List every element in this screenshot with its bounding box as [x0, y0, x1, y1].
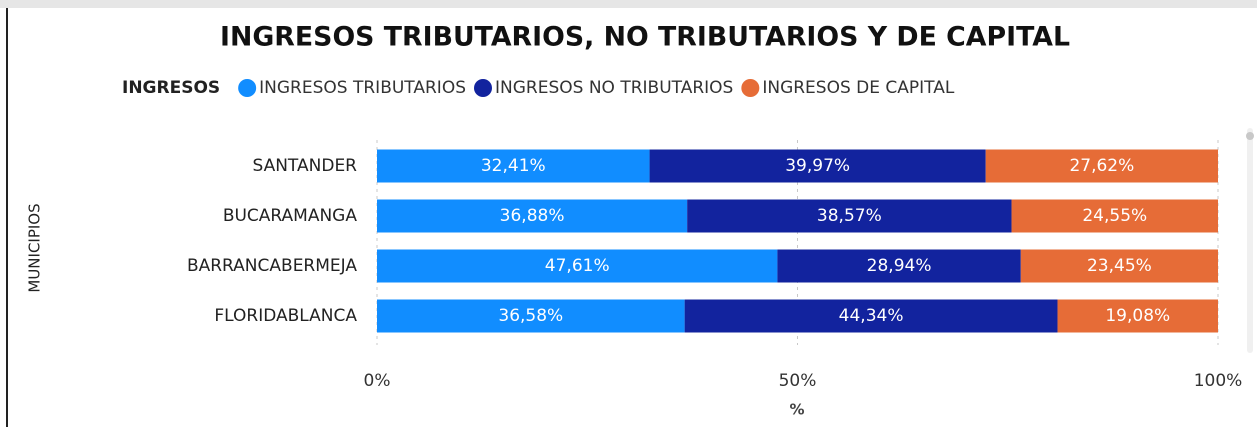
legend: INGRESOS INGRESOS TRIBUTARIOS INGRESOS NO … — [122, 78, 955, 98]
bar-segment — [377, 149, 650, 183]
x-tick-label: 50% — [779, 371, 817, 391]
legend-swatch — [741, 79, 760, 97]
x-axis-label: % — [789, 401, 804, 419]
bar-segment — [1057, 299, 1218, 333]
bar-segment — [1011, 199, 1218, 233]
bar-segment — [377, 199, 688, 233]
legend-label: INGRESOS TRIBUTARIOS — [259, 78, 466, 98]
y-tick-label: BARRANCABERMEJA — [187, 256, 357, 276]
data-label: 32,41% — [481, 156, 546, 176]
y-tick-label: SANTANDER — [252, 156, 357, 176]
y-axis-label: MUNICIPIOS — [26, 203, 44, 292]
data-label: 28,94% — [867, 256, 932, 276]
y-tick-label: BUCARAMANGA — [223, 206, 358, 226]
legend-label: INGRESOS DE CAPITAL — [762, 78, 955, 98]
bar-segment — [649, 149, 986, 183]
legend-swatch — [474, 79, 492, 97]
scrollbar — [1247, 128, 1253, 353]
bar-segment — [377, 299, 685, 333]
bar-segment — [1020, 249, 1218, 283]
data-label: 39,97% — [785, 156, 850, 176]
x-tick-label: 100% — [1194, 371, 1243, 391]
bar-segment — [377, 249, 778, 283]
bar-segment — [687, 199, 1012, 233]
data-label: 36,88% — [500, 206, 565, 226]
bar-segment — [777, 249, 1021, 283]
data-label: 36,58% — [498, 306, 563, 326]
legend-title: INGRESOS — [122, 78, 220, 98]
scroll-thumb — [1246, 132, 1254, 140]
data-label: 47,61% — [545, 256, 610, 276]
data-label: 24,55% — [1082, 206, 1147, 226]
bar-segment — [684, 299, 1058, 333]
bar-segment — [985, 149, 1218, 183]
x-tick-label: 0% — [364, 371, 391, 391]
data-label: 27,62% — [1069, 156, 1134, 176]
data-label: 23,45% — [1087, 256, 1152, 276]
top-border — [0, 0, 1257, 8]
data-label: 19,08% — [1105, 306, 1170, 326]
legend-swatch — [238, 79, 257, 97]
data-label: 44,34% — [839, 306, 904, 326]
chart-title: INGRESOS TRIBUTARIOS, NO TRIBUTARIOS Y D… — [220, 22, 1070, 53]
y-tick-label: FLORIDABLANCA — [214, 306, 357, 326]
data-label: 38,57% — [817, 206, 882, 226]
legend-label: INGRESOS NO TRIBUTARIOS — [495, 78, 733, 98]
